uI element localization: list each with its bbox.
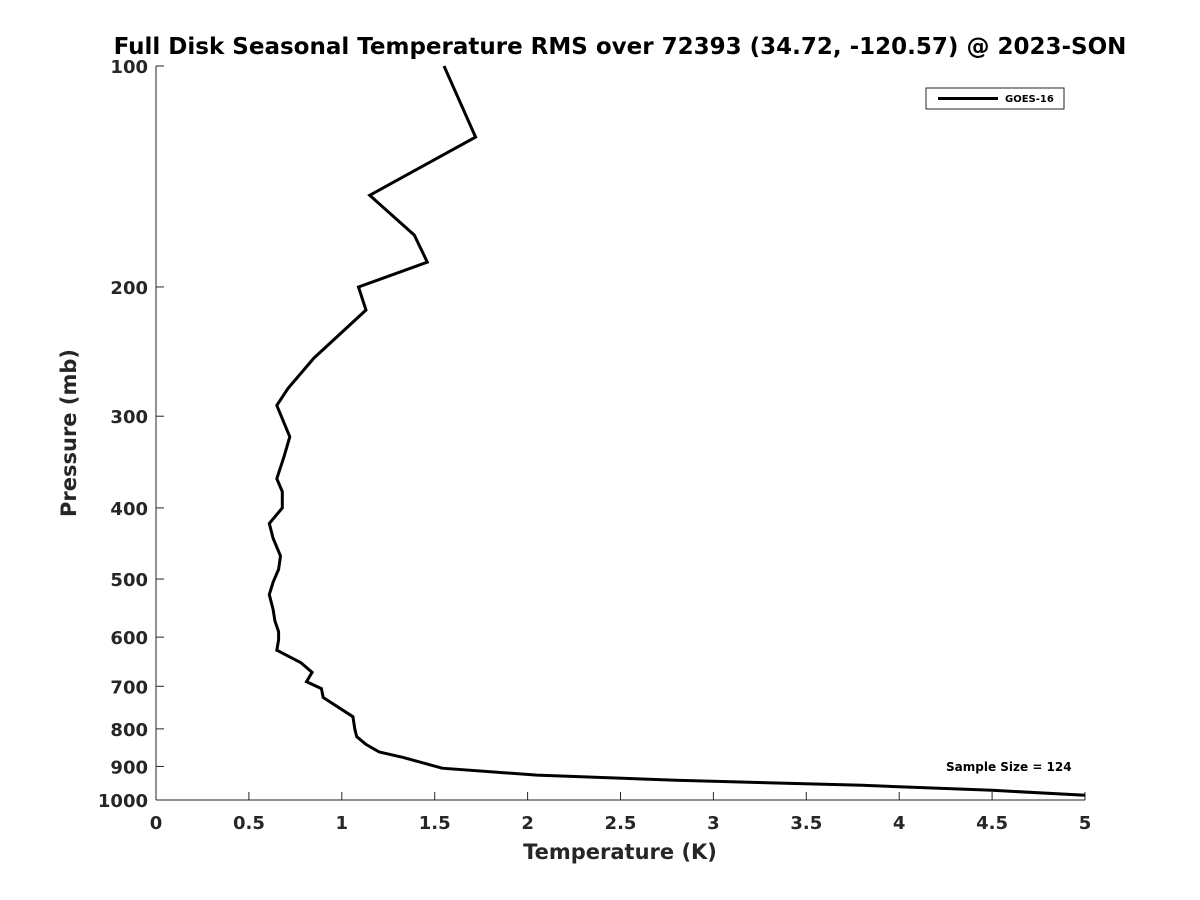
y-ticks: 100 200 300 400 500 600 700 800 900 1000: [98, 57, 164, 812]
chart-title: Full Disk Seasonal Temperature RMS over …: [114, 34, 1127, 60]
legend-label-goes-16: GOES-16: [1005, 94, 1054, 105]
x-tick-label: 5: [1079, 813, 1092, 834]
y-tick-label: 200: [110, 278, 148, 299]
axes-frame: [155, 66, 1085, 801]
x-axis-label: Temperature (K): [523, 840, 717, 864]
x-ticks: 0 0.5 1 1.5 2 2.5 3 3.5 4 4.5 5: [150, 792, 1092, 834]
x-tick-label: 3.5: [790, 813, 822, 834]
y-tick-label: 300: [110, 407, 148, 428]
y-tick-label: 700: [110, 677, 148, 698]
y-tick-label: 400: [110, 499, 148, 520]
y-tick-label: 1000: [98, 791, 148, 812]
x-tick-label: 4: [893, 813, 906, 834]
x-tick-label: 4.5: [976, 813, 1008, 834]
x-tick-label: 0.5: [233, 813, 265, 834]
x-tick-label: 3: [707, 813, 720, 834]
legend: GOES-16: [925, 87, 1065, 110]
x-tick-label: 2: [521, 813, 534, 834]
y-tick-label: 900: [110, 757, 148, 778]
sample-size-annotation: Sample Size = 124: [946, 760, 1072, 774]
y-tick-label: 100: [110, 57, 148, 78]
y-tick-label: 500: [110, 570, 148, 591]
series-line-goes-16: [267, 65, 1086, 797]
y-tick-label: 800: [110, 720, 148, 741]
x-tick-label: 0: [150, 813, 163, 834]
x-tick-label: 1.5: [419, 813, 451, 834]
x-tick-label: 2.5: [605, 813, 637, 834]
y-tick-label: 600: [110, 628, 148, 649]
x-tick-label: 1: [336, 813, 349, 834]
y-axis-label: Pressure (mb): [57, 349, 81, 517]
